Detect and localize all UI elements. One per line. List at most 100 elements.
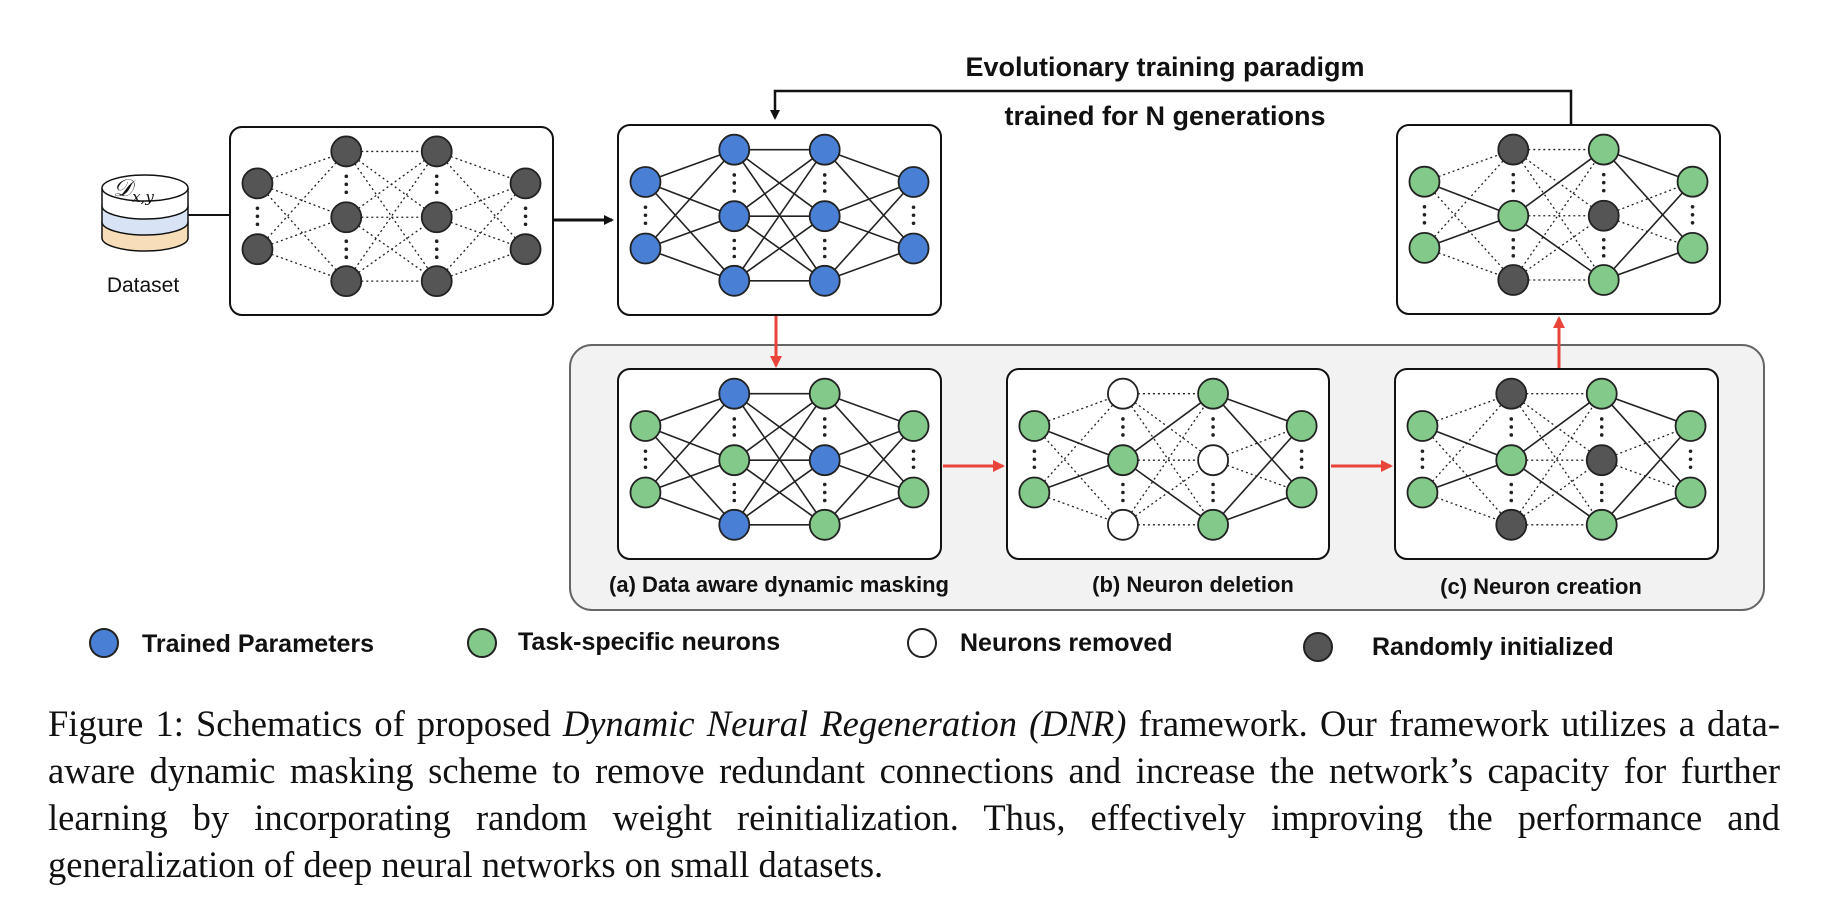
ellipsis-dot bbox=[1511, 246, 1516, 250]
neuron bbox=[1585, 444, 1618, 477]
ellipsis-dot bbox=[1688, 449, 1693, 454]
connection bbox=[733, 149, 826, 217]
neuron bbox=[1018, 476, 1051, 509]
ellipsis-dot bbox=[732, 189, 737, 193]
ellipsis-dot bbox=[1599, 433, 1604, 437]
ellipsis-dot bbox=[1422, 204, 1427, 209]
ellipsis-dot bbox=[822, 246, 827, 251]
connection bbox=[644, 149, 735, 250]
neuron bbox=[330, 135, 363, 168]
neuron bbox=[1676, 231, 1709, 264]
neuron bbox=[1408, 165, 1441, 198]
neuron bbox=[1495, 508, 1528, 541]
ellipsis-dot bbox=[732, 482, 737, 487]
ellipsis-dot bbox=[1690, 204, 1695, 209]
step-label-masking: (a) Data aware dynamic masking bbox=[609, 572, 949, 597]
connection bbox=[1122, 393, 1214, 526]
neuron bbox=[330, 201, 363, 234]
ellipsis-dot bbox=[523, 206, 528, 211]
ellipsis-dot bbox=[1121, 433, 1125, 437]
ellipsis-dot bbox=[732, 246, 737, 251]
network-final bbox=[1396, 124, 1721, 315]
ellipsis-dot bbox=[1690, 212, 1695, 217]
connection bbox=[1603, 181, 1694, 281]
ellipsis-dot bbox=[1509, 498, 1514, 503]
ellipsis-dot bbox=[643, 205, 648, 210]
ellipsis-dot bbox=[1690, 220, 1695, 225]
ellipsis-dot bbox=[1422, 212, 1427, 217]
connection bbox=[733, 393, 826, 461]
ellipsis-dot bbox=[1420, 449, 1425, 454]
ellipsis-dot bbox=[732, 181, 737, 185]
neuron bbox=[330, 265, 363, 298]
neuron bbox=[629, 476, 662, 509]
ellipsis-dot bbox=[434, 239, 439, 243]
ellipsis-dot bbox=[911, 221, 916, 226]
ellipsis-dot bbox=[1509, 482, 1514, 487]
legend-label-task: Task-specific neurons bbox=[518, 628, 780, 656]
connection bbox=[1601, 425, 1692, 526]
neuron bbox=[629, 410, 662, 442]
neuron bbox=[1406, 476, 1439, 509]
connection bbox=[345, 151, 438, 282]
ellipsis-dot bbox=[1211, 482, 1215, 487]
network-masking bbox=[617, 368, 942, 560]
neuron bbox=[718, 444, 751, 477]
ellipsis-dot bbox=[1299, 449, 1304, 454]
diagram-subtitle: trained for N generations bbox=[1004, 101, 1325, 131]
caption-prefix: Figure 1: Schematics of proposed bbox=[48, 703, 563, 744]
ellipsis-dot bbox=[911, 449, 916, 454]
neuron bbox=[1587, 199, 1620, 232]
ellipsis-dot bbox=[1601, 180, 1606, 185]
ellipsis-dot bbox=[1121, 498, 1125, 503]
legend-label-random: Randomly initialized bbox=[1372, 633, 1614, 661]
ellipsis-dot bbox=[434, 247, 439, 251]
neuron bbox=[420, 201, 453, 234]
ellipsis-dot bbox=[1032, 465, 1037, 470]
ellipsis-dot bbox=[1509, 490, 1514, 495]
ellipsis-dot bbox=[1601, 172, 1606, 177]
ellipsis-dot bbox=[643, 213, 648, 218]
ellipsis-dot bbox=[732, 254, 737, 259]
ellipsis-dot bbox=[822, 482, 827, 487]
ellipsis-dot bbox=[1599, 417, 1604, 421]
caption-suffix: framework. Our framework utilizes a data… bbox=[48, 703, 1780, 885]
dataset-icon bbox=[101, 174, 189, 252]
legend-label-removed: Neurons removed bbox=[960, 629, 1173, 657]
ellipsis-dot bbox=[344, 174, 349, 179]
ellipsis-dot bbox=[732, 433, 737, 437]
connection bbox=[644, 393, 735, 494]
legend-swatch-trained bbox=[89, 628, 119, 658]
ellipsis-dot bbox=[1601, 254, 1606, 258]
ellipsis-dot bbox=[822, 181, 827, 185]
dataset-label: Dataset bbox=[107, 274, 180, 297]
neuron bbox=[808, 264, 841, 297]
connection bbox=[1423, 149, 1514, 249]
neuron bbox=[1495, 444, 1528, 477]
connection bbox=[1512, 149, 1605, 281]
neuron bbox=[1585, 508, 1618, 541]
neuron bbox=[1018, 410, 1051, 442]
neuron bbox=[808, 133, 841, 166]
connection bbox=[1423, 181, 1514, 281]
ellipsis-dot bbox=[732, 425, 737, 429]
network-frame bbox=[229, 126, 554, 316]
ellipsis-dot bbox=[643, 449, 648, 454]
neuron bbox=[1676, 165, 1709, 198]
neuron bbox=[629, 232, 662, 265]
ellipsis-dot bbox=[822, 173, 827, 177]
step-label-creation: (c) Neuron creation bbox=[1440, 574, 1642, 599]
ellipsis-dot bbox=[1121, 425, 1125, 429]
connection bbox=[1421, 425, 1512, 526]
ellipsis-dot bbox=[523, 214, 528, 219]
neuron bbox=[1585, 377, 1618, 410]
connection bbox=[436, 151, 527, 250]
ellipsis-dot bbox=[732, 173, 737, 177]
network-deletion bbox=[1006, 368, 1330, 560]
ellipsis-dot bbox=[822, 189, 827, 193]
connection bbox=[733, 215, 826, 282]
ellipsis-dot bbox=[643, 221, 648, 226]
connection bbox=[1212, 393, 1303, 494]
neuron bbox=[420, 265, 453, 298]
ellipsis-dot bbox=[1420, 457, 1425, 462]
